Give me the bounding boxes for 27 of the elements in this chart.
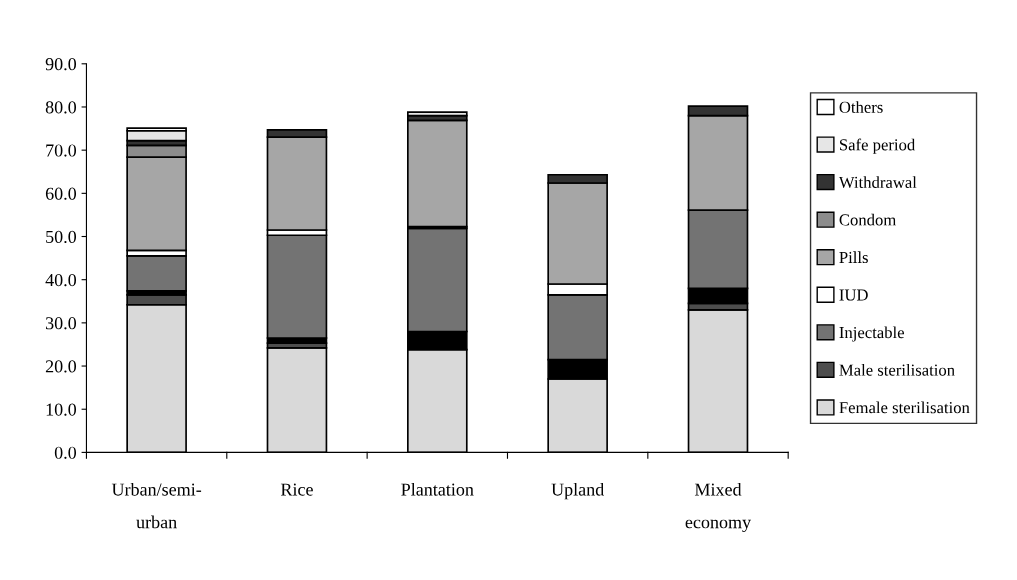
bar [407, 111, 468, 117]
y-tick-label: 20.0 [45, 360, 77, 373]
y-tick-label: 0.0 [54, 446, 77, 459]
legend-label: Injectable [839, 326, 904, 342]
legend-label: Condom [839, 213, 897, 226]
x-tick-label: Urban/semi- urban [111, 482, 202, 529]
y-tick-label: 40.0 [45, 273, 77, 287]
x-tick-label: Upland [551, 482, 605, 500]
legend-label: Safe period [839, 138, 916, 154]
category-label: Mixed economy [685, 482, 752, 533]
y-tick-label: 10.0 [46, 403, 77, 416]
legend-label: Male sterilisation [839, 363, 955, 376]
legend-label: IUD [839, 289, 868, 301]
x-tick-label: Plantation [401, 482, 474, 496]
bar [407, 119, 468, 228]
y-tick-label: 30.0 [45, 317, 77, 330]
x-tick-label: Rice [280, 483, 313, 496]
legend-label: Pills [839, 251, 868, 264]
y-tick-label: 60.0 [45, 187, 77, 200]
legend-label: Withdrawal [838, 176, 917, 189]
y-tick-label: 70.0 [46, 144, 77, 157]
legend-label: Female sterilisation [839, 401, 970, 414]
y-tick-label: 90.0 [45, 58, 77, 71]
legend-label: Others [839, 101, 883, 113]
y-tick-label: 50.0 [46, 230, 77, 244]
y-tick-label: 80.0 [45, 101, 77, 114]
bar [126, 255, 187, 292]
